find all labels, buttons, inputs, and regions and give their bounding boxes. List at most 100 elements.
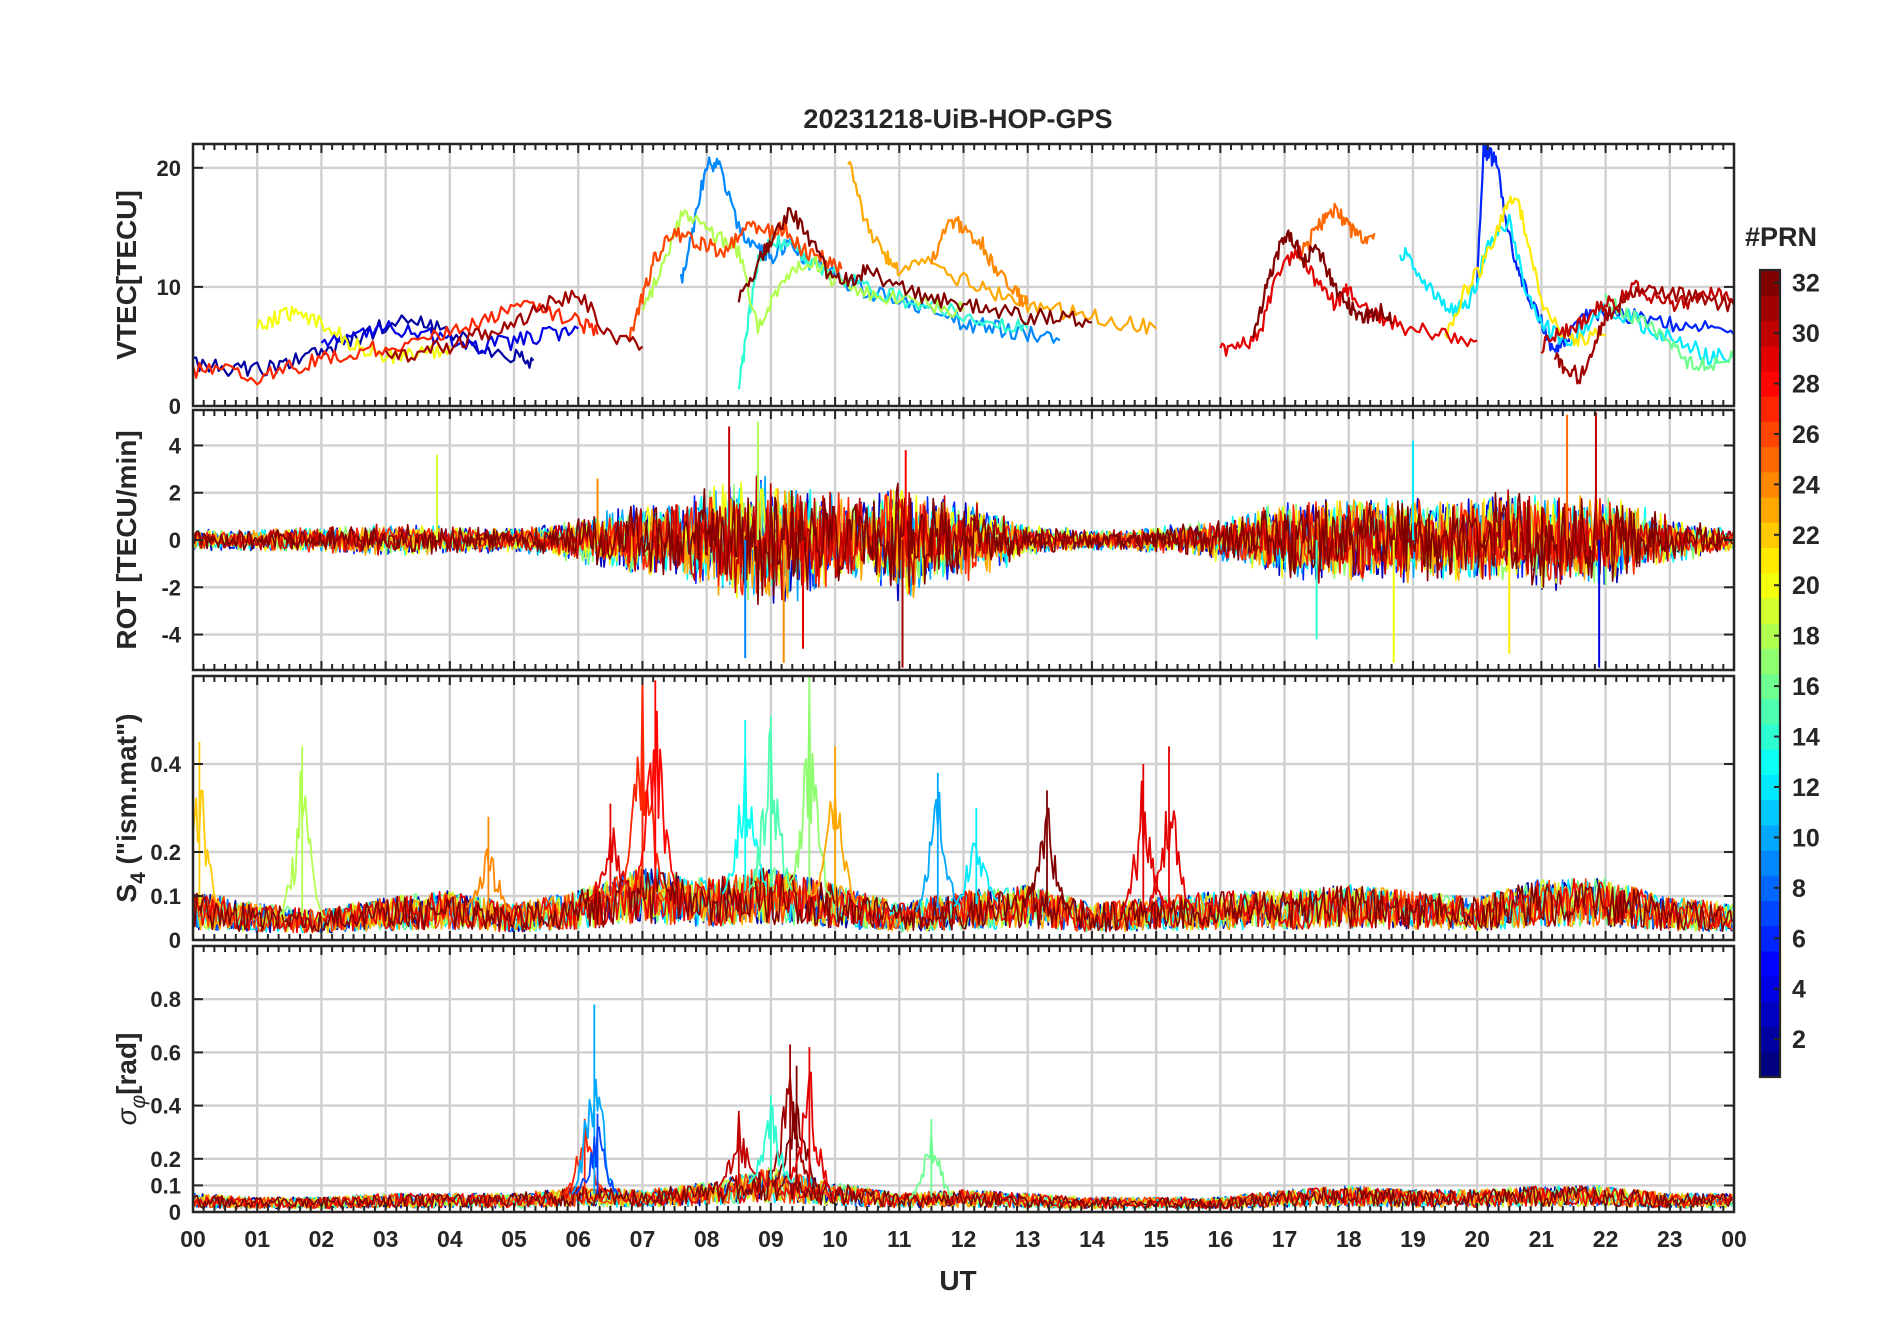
colorbar-segment xyxy=(1760,623,1780,649)
vtec-series-prn-30 xyxy=(1540,279,1734,355)
vtec-series-prn-21 xyxy=(1444,195,1606,347)
y-tick-label: -4 xyxy=(161,623,181,648)
x-tick-label: 10 xyxy=(822,1226,848,1252)
peak-prn-7 xyxy=(574,1113,620,1196)
vtec-series-prn-29 xyxy=(1219,245,1478,357)
x-tick-label: 01 xyxy=(244,1226,270,1252)
vtec-series-prn-31 xyxy=(384,289,644,363)
peak-prn-15 xyxy=(747,715,793,891)
colorbar-tick-label: 28 xyxy=(1792,370,1820,398)
colorbar-tick-label: 18 xyxy=(1792,623,1820,651)
peak-prn-12 xyxy=(953,808,998,907)
panel-sigmaphi: 00.10.20.40.60.8σφ[rad] xyxy=(111,944,1736,1225)
colorbar-segment xyxy=(1760,723,1780,750)
x-tick-label: 05 xyxy=(501,1226,527,1252)
vtec-series-prn-31 xyxy=(1553,284,1734,385)
peak-prn-29 xyxy=(587,803,632,903)
colorbar-segment xyxy=(1760,446,1780,473)
colorbar-segment xyxy=(1760,749,1780,775)
colorbar-segment xyxy=(1760,522,1780,549)
colorbar-tick-label: 30 xyxy=(1792,320,1820,348)
colorbar-frame xyxy=(1758,268,1782,1079)
peak-prn-17 xyxy=(786,676,832,898)
y-tick-label: 0.4 xyxy=(150,1094,181,1119)
colorbar-segment xyxy=(1760,1001,1780,1028)
colorbar-segment xyxy=(1760,572,1780,599)
x-tick-label: 18 xyxy=(1336,1226,1362,1252)
colorbar-tick-label: 4 xyxy=(1792,976,1806,1004)
y-tick-label: 10 xyxy=(157,275,181,300)
y-tick-label: 0 xyxy=(169,928,181,953)
peak-prn-14 xyxy=(747,1095,793,1185)
colorbar-title: #PRN xyxy=(1745,222,1817,252)
peak-prn-23 xyxy=(812,746,857,905)
vtec-series-prn-6 xyxy=(1476,144,1734,353)
y-label-main: S xyxy=(111,884,142,903)
x-tick-label: 00 xyxy=(1721,1226,1747,1252)
y-tick-label: 0 xyxy=(169,1200,181,1225)
y-label-rest: [rad] xyxy=(111,1033,142,1095)
peak-prn-28 xyxy=(632,680,678,891)
y-tick-label: 2 xyxy=(169,481,181,506)
peak-prn-16 xyxy=(908,1118,954,1200)
y-tick-label: 0.8 xyxy=(150,987,181,1012)
colorbar-segment xyxy=(1760,698,1780,725)
vtec-series-prn-16 xyxy=(1604,293,1734,372)
colorbar-segment xyxy=(1760,471,1780,498)
x-tick-label: 15 xyxy=(1143,1226,1169,1252)
rot-series-prn-32 xyxy=(193,482,1734,606)
y-axis-label: VTEC[TECU] xyxy=(111,190,142,360)
y-axis-label: σφ[rad] xyxy=(111,1033,150,1126)
y-tick-label: 0.6 xyxy=(150,1040,181,1065)
colorbar-tick-label: 14 xyxy=(1792,724,1820,752)
colorbar-segment xyxy=(1760,648,1780,675)
colorbar-segment xyxy=(1760,270,1780,296)
x-tick-label: 02 xyxy=(309,1226,335,1252)
colorbar-tick-label: 2 xyxy=(1792,1026,1806,1054)
colorbar-segment xyxy=(1760,1051,1780,1078)
x-minor-ticks xyxy=(192,144,1735,406)
x-tick-label: 22 xyxy=(1593,1226,1619,1252)
y-tick-label: -2 xyxy=(161,575,181,600)
panel-vtec: 0 10 20 VTEC[TECU] xyxy=(111,142,1736,419)
x-tick-label: 14 xyxy=(1079,1226,1105,1252)
colorbar-tick-label: 16 xyxy=(1792,673,1820,701)
x-minor-ticks xyxy=(192,410,1735,670)
peak-prn-31 xyxy=(767,1044,812,1186)
y-tick-label: 0.1 xyxy=(150,1173,181,1198)
peak-prn-30 xyxy=(715,1110,761,1190)
plot-area xyxy=(193,144,1734,390)
y-tick-label: 0.2 xyxy=(150,840,181,865)
colorbar-segment xyxy=(1760,799,1780,826)
y-tick-label: 4 xyxy=(169,433,182,458)
colorbar-segment xyxy=(1760,547,1780,574)
colorbar-segment xyxy=(1760,673,1780,700)
colorbar-segment xyxy=(1760,1026,1780,1053)
x-tick-label: 20 xyxy=(1464,1226,1490,1252)
colorbar-segment xyxy=(1760,295,1780,322)
colorbar-tick-label: 12 xyxy=(1792,774,1820,802)
vtec-series-prn-32 xyxy=(1251,229,1394,339)
y-tick-label: 20 xyxy=(157,156,181,181)
y-label-rest: ("ism.mat") xyxy=(111,713,142,872)
colorbar-segment xyxy=(1760,421,1780,448)
colorbar-segment xyxy=(1760,900,1780,927)
peak-prn-18 xyxy=(279,746,326,919)
colorbar-segment xyxy=(1760,597,1780,624)
y-label-subscript: φ xyxy=(127,1095,150,1109)
series-prn-26 xyxy=(193,869,1733,934)
colorbar-segment xyxy=(1760,976,1780,1002)
x-tick-label: 19 xyxy=(1400,1226,1426,1252)
y-tick-label: 0.4 xyxy=(150,752,181,777)
colorbar-tick-label: 32 xyxy=(1792,270,1820,298)
vtec-series-prn-23 xyxy=(847,160,1157,335)
series-prn-32 xyxy=(193,867,1733,933)
x-tick-label: 09 xyxy=(758,1226,784,1252)
series-prn-29 xyxy=(193,1171,1733,1210)
x-tick-label: 16 xyxy=(1208,1226,1234,1252)
peak-prn-22 xyxy=(193,742,222,908)
x-tick-label: 11 xyxy=(887,1226,912,1252)
x-tick-label: 23 xyxy=(1657,1226,1683,1252)
y-tick-label: 0 xyxy=(169,394,181,419)
colorbar-segment xyxy=(1760,875,1780,902)
